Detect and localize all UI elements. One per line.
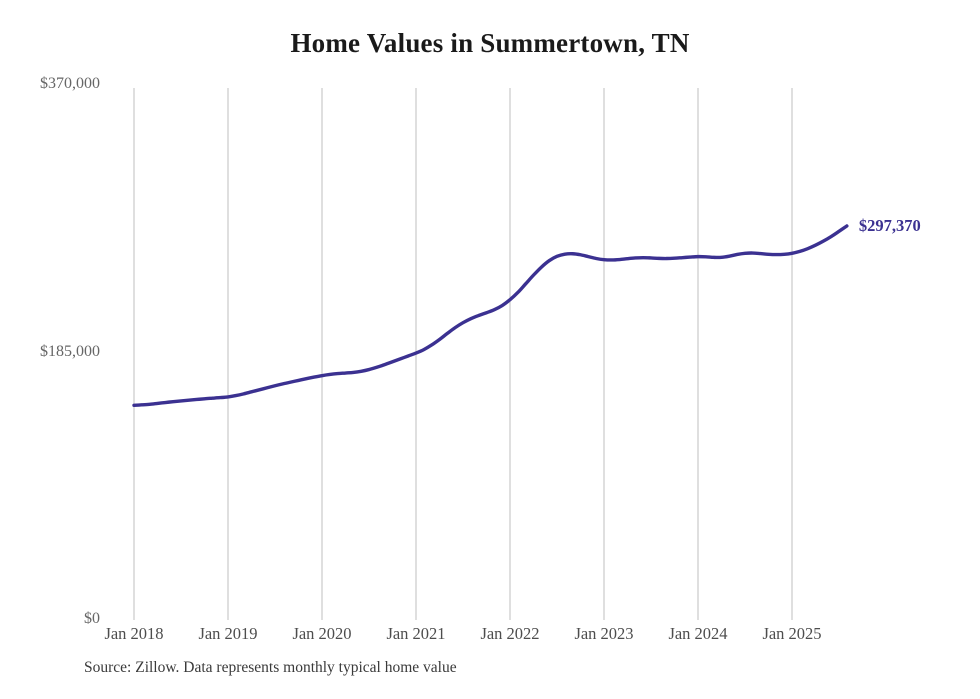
x-tick-jan-2025: Jan 2025 — [762, 624, 822, 643]
home-value-line — [132, 224, 849, 407]
y-tick-1: $185,000 — [40, 342, 100, 360]
source-note: Source: Zillow. Data represents monthly … — [84, 659, 457, 676]
x-tick-jan-2022: Jan 2022 — [480, 624, 540, 643]
end-value-label: $297,370 — [858, 215, 921, 235]
x-tick-jan-2018: Jan 2018 — [104, 624, 164, 643]
x-tick-jan-2019: Jan 2019 — [198, 624, 258, 643]
x-tick-jan-2021: Jan 2021 — [386, 624, 446, 643]
y-tick-0: $0 — [84, 610, 100, 627]
x-tick-jan-2020: Jan 2020 — [292, 624, 352, 643]
x-tick-jan-2024: Jan 2024 — [668, 624, 728, 643]
chart-title: Home Values in Summertown, TN — [290, 28, 690, 58]
y-tick-2: $370,000 — [40, 75, 100, 92]
x-tick-jan-2023: Jan 2023 — [574, 624, 634, 643]
gridlines — [133, 88, 793, 620]
data-series — [132, 224, 849, 407]
